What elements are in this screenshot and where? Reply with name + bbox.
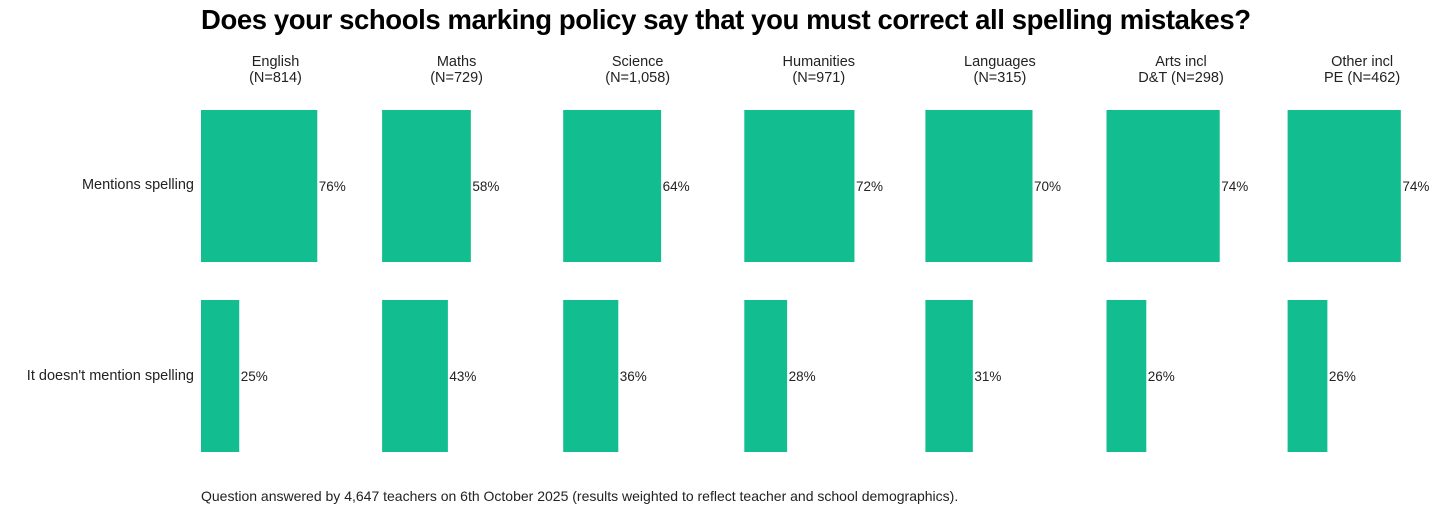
- bar-mentions-0: [201, 110, 318, 262]
- bar-mentions-4: [925, 110, 1033, 262]
- bar-not-mentions-3: [744, 300, 788, 452]
- panel-header-0: English (N=814): [185, 54, 366, 86]
- row-label-mentions-spelling: Mentions spelling: [81, 177, 194, 193]
- data-label-mentions-2: 64%: [663, 179, 690, 194]
- chart-title: Does your schools marking policy say tha…: [201, 4, 1251, 35]
- data-label-mentions-3: 72%: [856, 179, 883, 194]
- data-label-not-mentions-0: 25%: [241, 369, 268, 384]
- bar-mentions-5: [1106, 110, 1220, 262]
- panel-sample-size: (N=1,058): [605, 70, 671, 86]
- panel-name: English: [251, 54, 300, 70]
- panel-sample-size: (N=814): [249, 70, 302, 86]
- panel-header-4: Languages (N=315): [909, 54, 1090, 86]
- bar-not-mentions-5: [1106, 300, 1147, 452]
- panel-sample-size: PE (N=462): [1324, 70, 1401, 86]
- bar-mentions-3: [744, 110, 855, 262]
- panel-sample-size: (N=971): [792, 70, 846, 86]
- bar-not-mentions-0: [201, 300, 240, 452]
- bar-not-mentions-1: [382, 300, 448, 452]
- data-label-not-mentions-3: 28%: [789, 369, 816, 384]
- panel-header-3: Humanities (N=971): [728, 54, 909, 86]
- data-label-not-mentions-1: 43%: [449, 369, 476, 384]
- chart-footnote: Question answered by 4,647 teachers on 6…: [201, 488, 959, 504]
- panel-header-6: Other incl PE (N=462): [1272, 54, 1440, 86]
- panel-name: Science: [611, 54, 664, 70]
- panel-sample-size: D&T (N=298): [1138, 70, 1224, 86]
- panel-name: Arts incl: [1155, 54, 1207, 70]
- row-label-doesnt-mention-spelling: It doesn't mention spelling: [26, 368, 194, 384]
- data-label-not-mentions-4: 31%: [974, 369, 1001, 384]
- data-label-mentions-1: 58%: [472, 179, 499, 194]
- bar-mentions-2: [563, 110, 662, 262]
- data-label-not-mentions-6: 26%: [1329, 369, 1356, 384]
- panel-name: Humanities: [782, 54, 856, 70]
- bar-mentions-1: [382, 110, 471, 262]
- bar-not-mentions-4: [925, 300, 973, 452]
- panel-sample-size: (N=315): [973, 70, 1027, 86]
- bar-not-mentions-6: [1287, 300, 1328, 452]
- panel-name: Languages: [964, 54, 1036, 70]
- panel-header-1: Maths (N=729): [366, 54, 547, 86]
- bar-mentions-6: [1287, 110, 1401, 262]
- panel-header-5: Arts incl D&T (N=298): [1091, 54, 1272, 86]
- data-label-not-mentions-5: 26%: [1148, 369, 1175, 384]
- data-label-mentions-6: 74%: [1402, 179, 1429, 194]
- data-label-mentions-0: 76%: [319, 179, 346, 194]
- data-label-mentions-4: 70%: [1034, 179, 1061, 194]
- panel-name: Other incl: [1331, 54, 1394, 70]
- panel-sample-size: (N=729): [430, 70, 483, 86]
- bar-not-mentions-2: [563, 300, 619, 452]
- data-label-not-mentions-2: 36%: [620, 369, 647, 384]
- panel-name: Maths: [436, 54, 477, 70]
- data-label-mentions-5: 74%: [1221, 179, 1248, 194]
- panel-header-2: Science (N=1,058): [547, 54, 728, 86]
